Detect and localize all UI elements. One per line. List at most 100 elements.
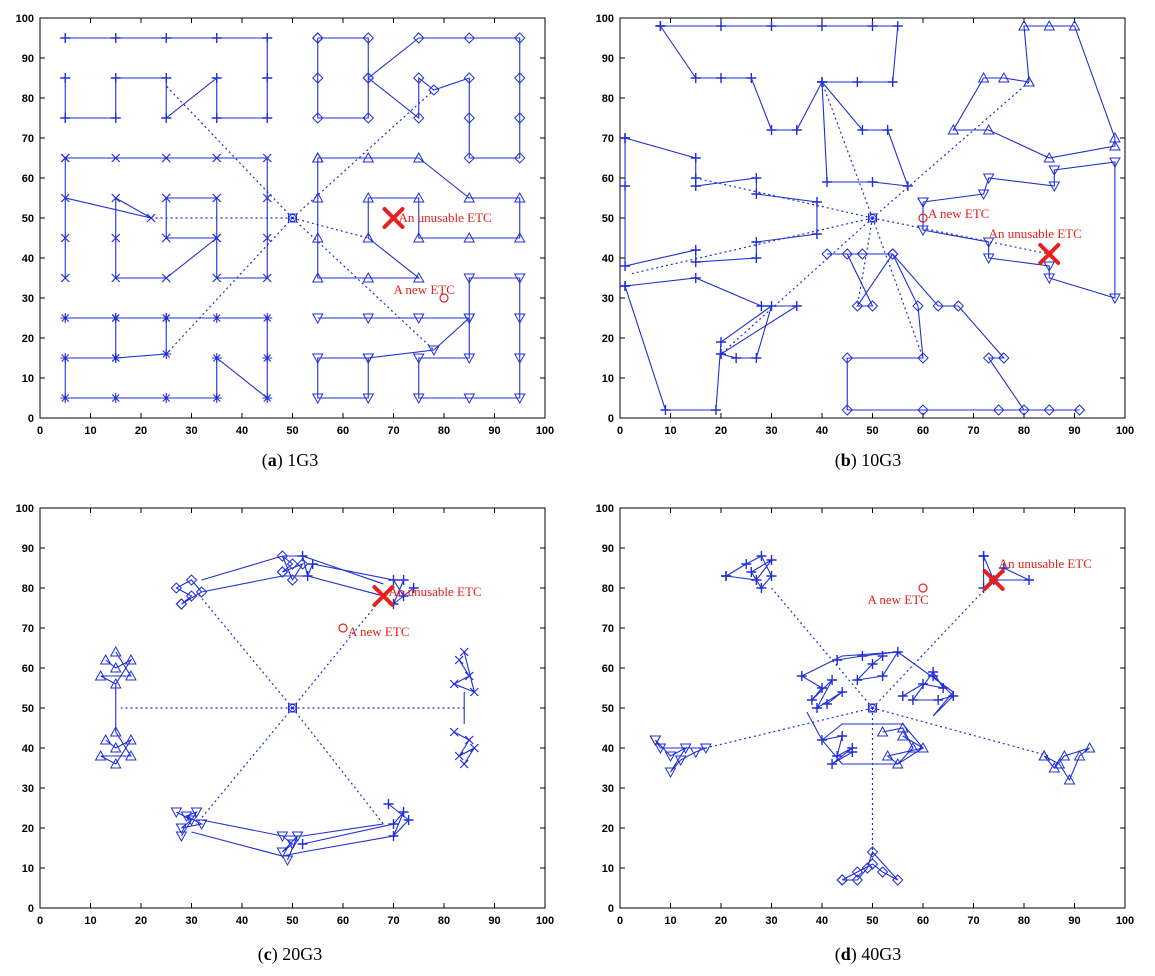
y-tick-label: 10 bbox=[602, 863, 614, 875]
data-point bbox=[211, 313, 222, 323]
data-point bbox=[660, 405, 671, 415]
unusable-etc-label: An unusable ETC bbox=[399, 210, 492, 225]
data-point bbox=[125, 653, 137, 665]
series-path-b-5 bbox=[917, 157, 1121, 305]
x-tick-label: 10 bbox=[84, 425, 96, 437]
series-path-a-3 bbox=[311, 151, 526, 283]
new-etc-marker bbox=[918, 213, 928, 223]
data-point bbox=[412, 271, 425, 283]
data-point bbox=[362, 191, 375, 203]
data-point bbox=[857, 651, 868, 661]
caption-d: (d) 40G3 bbox=[834, 944, 902, 964]
series-line bbox=[317, 277, 521, 399]
x-tick-label: 50 bbox=[866, 915, 878, 927]
data-point bbox=[449, 679, 459, 689]
y-tick-label: 40 bbox=[22, 743, 34, 755]
series-line bbox=[302, 803, 410, 845]
data-point bbox=[907, 741, 919, 753]
data-point bbox=[756, 583, 767, 593]
data-point bbox=[721, 571, 732, 581]
data-point bbox=[463, 353, 476, 365]
data-point bbox=[161, 193, 171, 203]
data-point bbox=[1043, 19, 1056, 31]
series-path-c-1 bbox=[276, 550, 309, 586]
x-tick-label: 50 bbox=[866, 425, 878, 437]
series-line bbox=[801, 651, 955, 717]
data-point bbox=[513, 231, 526, 243]
center-point-inner bbox=[288, 214, 297, 222]
data-point bbox=[866, 846, 879, 858]
data-point bbox=[998, 352, 1010, 364]
data-point bbox=[110, 33, 121, 43]
data-point bbox=[398, 591, 409, 601]
data-point bbox=[817, 683, 827, 693]
data-point bbox=[312, 32, 324, 44]
data-point bbox=[649, 735, 662, 747]
y-tick-label: 50 bbox=[602, 213, 614, 225]
data-point bbox=[1043, 261, 1056, 273]
y-tick-label: 0 bbox=[28, 903, 34, 915]
data-point bbox=[917, 404, 929, 416]
data-point bbox=[311, 231, 324, 243]
data-point bbox=[827, 759, 838, 769]
series-path-c-9 bbox=[449, 727, 479, 769]
unusable-etc-label: An unusable ETC bbox=[989, 226, 1082, 241]
data-point bbox=[413, 32, 425, 44]
y-tick-label: 100 bbox=[16, 503, 34, 515]
data-point bbox=[311, 151, 324, 163]
series-line bbox=[317, 157, 521, 279]
y-tick-label: 100 bbox=[596, 13, 614, 25]
data-point bbox=[403, 815, 414, 825]
data-point bbox=[882, 125, 893, 135]
series-line bbox=[317, 37, 521, 159]
series-path-c-14 bbox=[201, 819, 384, 837]
axes-c: 0 10 20 30 40 50 60 70 80 90 100 0 10 20 30 40 50 60 70 80 9… bbox=[16, 503, 555, 927]
data-point bbox=[362, 151, 375, 163]
y-tick-label: 60 bbox=[22, 173, 34, 185]
data-point bbox=[866, 858, 879, 870]
data-point bbox=[99, 733, 112, 745]
x-tick-label: 100 bbox=[536, 915, 554, 927]
new-etc-label: A new ETC bbox=[867, 592, 928, 607]
series-line bbox=[952, 25, 1116, 159]
y-tick-label: 90 bbox=[602, 543, 614, 555]
data-point bbox=[514, 32, 526, 44]
connection-line bbox=[872, 217, 1050, 255]
data-point bbox=[892, 874, 904, 886]
data-point bbox=[281, 855, 294, 867]
series-path-d-2 bbox=[649, 735, 712, 779]
connection-line bbox=[292, 217, 369, 239]
data-point bbox=[276, 566, 289, 578]
data-point bbox=[212, 233, 222, 243]
data-point bbox=[982, 253, 995, 265]
data-point bbox=[857, 125, 868, 135]
data-point bbox=[766, 125, 777, 135]
caption-b: (b) 10G3 bbox=[834, 450, 902, 470]
y-tick-label: 50 bbox=[22, 213, 34, 225]
data-point bbox=[982, 123, 995, 135]
data-point bbox=[463, 191, 476, 203]
data-point bbox=[412, 393, 425, 405]
data-point bbox=[811, 703, 822, 713]
data-point bbox=[262, 193, 272, 203]
data-point bbox=[690, 257, 701, 267]
data-point bbox=[175, 831, 188, 843]
data-point bbox=[513, 393, 526, 405]
data-point bbox=[276, 550, 289, 562]
data-point bbox=[60, 193, 70, 203]
data-point bbox=[161, 113, 172, 123]
data-point bbox=[125, 749, 137, 761]
data-point bbox=[262, 273, 272, 283]
data-point bbox=[993, 404, 1005, 416]
x-tick-label: 40 bbox=[816, 425, 828, 437]
y-tick-label: 50 bbox=[602, 703, 614, 715]
connection-line bbox=[771, 587, 873, 709]
connection-line bbox=[872, 579, 995, 709]
data-point bbox=[111, 153, 121, 163]
center-point-inner bbox=[868, 704, 877, 712]
data-point bbox=[463, 313, 476, 325]
data-point bbox=[751, 353, 762, 363]
data-point bbox=[731, 353, 742, 363]
data-point bbox=[796, 671, 807, 681]
data-point bbox=[286, 558, 299, 570]
